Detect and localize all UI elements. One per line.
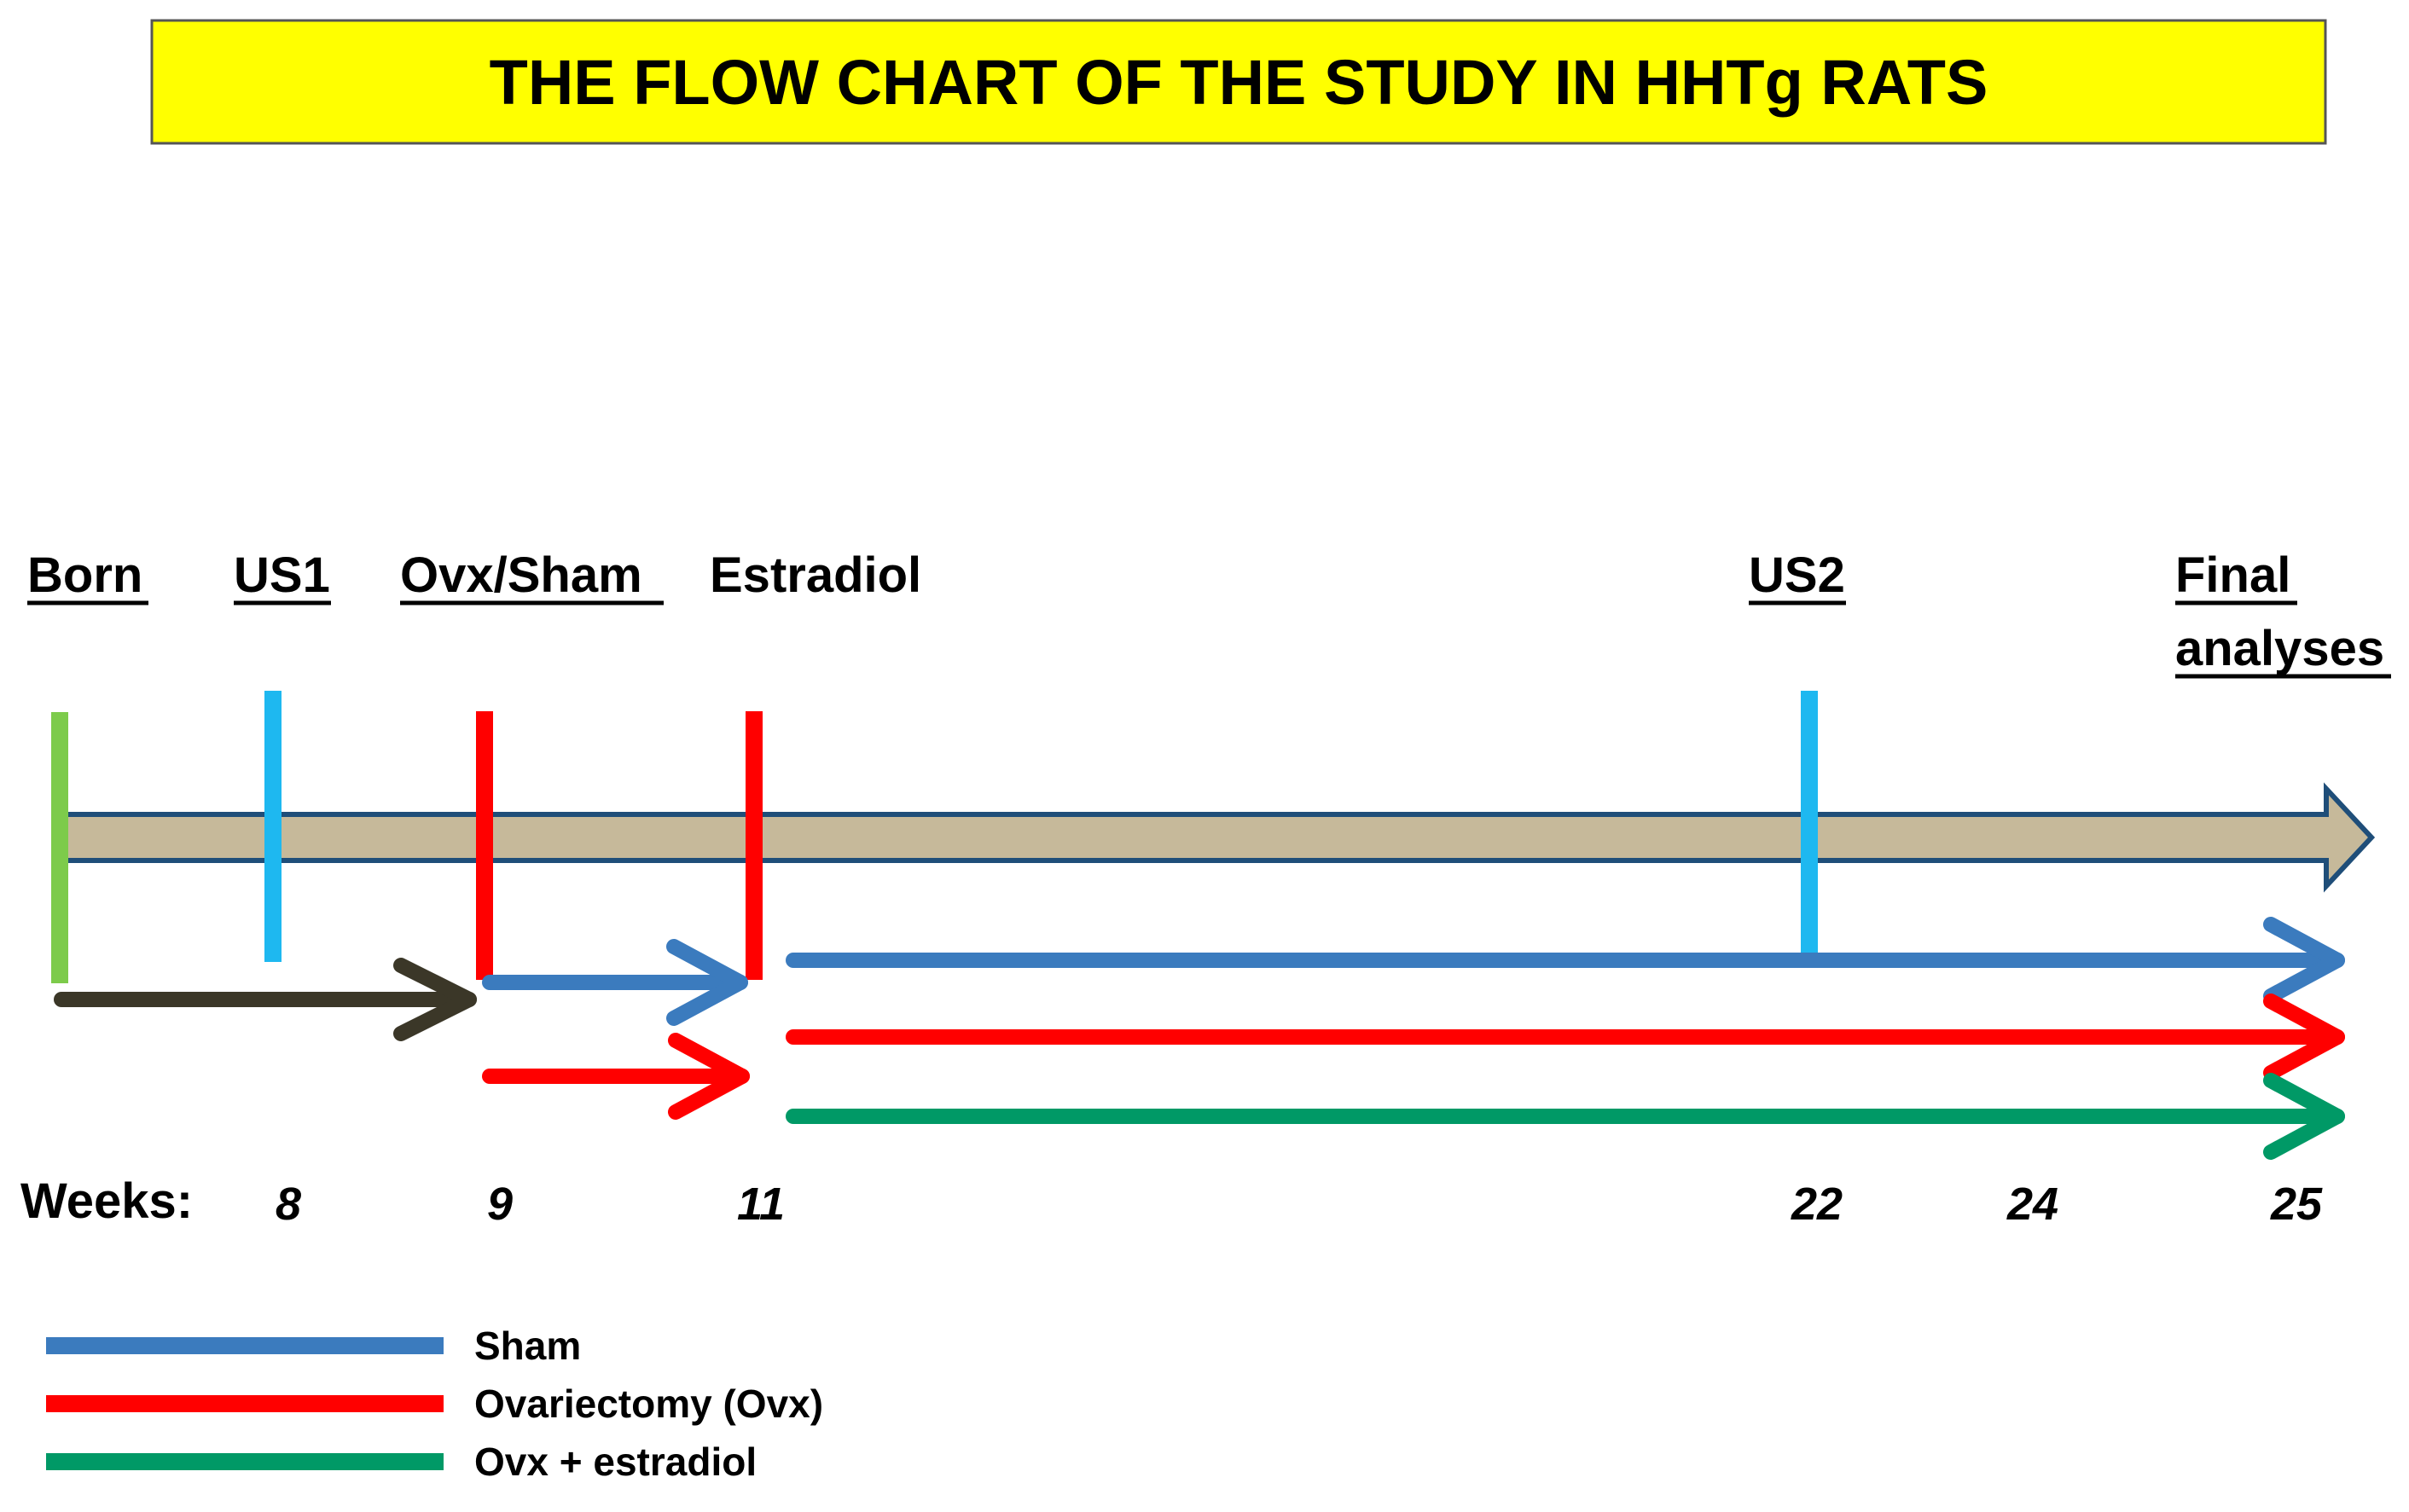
title-background [150,19,2327,145]
pre-treatment-arrow [54,958,477,1041]
legend: Sham Ovariectomy (Ovx) Ovx + estradiol [46,1324,823,1484]
week-tick: 24 [2006,1179,2058,1230]
event-label-born: Born [27,547,142,603]
marker-estradiol [746,711,763,980]
week-tick: 8 [276,1179,301,1230]
week-tick: 25 [2270,1179,2323,1230]
short-arrow-sham [482,939,748,1026]
short-arrow-ovx [482,1033,750,1120]
marker-us2 [1801,691,1818,962]
event-label-ovx-sham: Ovx/Sham [400,547,642,603]
week-tick: 11 [737,1179,785,1230]
legend-label-ovx: Ovariectomy (Ovx) [474,1382,823,1426]
marker-us1 [264,691,282,962]
weeks-label: Weeks: [20,1173,193,1229]
marker-born [51,712,68,983]
weeks-axis: Weeks: 8 9 11 22 24 25 [20,1173,2323,1230]
title-box: THE FLOW CHART OF THE STUDY IN HHTg RATS [150,19,2327,145]
event-label-final-line2: analyses [2175,621,2384,676]
week-tick: 22 [1791,1179,1843,1230]
marker-ovx-sham [476,711,493,980]
long-arrow-ovx [786,994,2345,1080]
title-text: THE FLOW CHART OF THE STUDY IN HHTg RATS [490,47,1988,118]
event-label-us2: US2 [1749,547,1845,603]
event-label-estradiol: Estradiol [710,547,921,603]
event-markers [51,691,1818,983]
event-label-us1: US1 [234,547,330,603]
legend-label-ovx-estradiol: Ovx + estradiol [474,1440,757,1484]
main-timeline-arrow [55,782,2376,893]
event-labels: Born US1 Ovx/Sham Estradiol US2 Final an… [27,547,2391,679]
long-arrow-sham [786,917,2345,1004]
week-tick: 9 [487,1179,513,1230]
event-label-final-line1: Final [2175,547,2290,603]
legend-label-sham: Sham [474,1324,581,1368]
long-arrow-ovx-estradiol [786,1073,2345,1160]
